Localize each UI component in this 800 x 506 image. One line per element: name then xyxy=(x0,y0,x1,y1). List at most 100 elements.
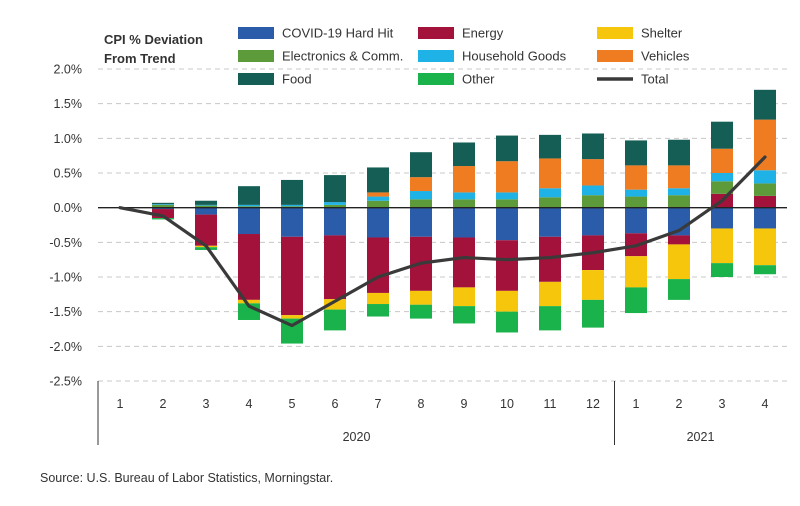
bar-segment xyxy=(453,207,475,238)
bar-segment xyxy=(711,173,733,182)
bar-segment xyxy=(582,299,604,328)
bar-segment xyxy=(410,304,432,319)
legend-label: Electronics & Comm. xyxy=(282,49,403,64)
bar-segment xyxy=(281,315,303,319)
bar-segment xyxy=(238,234,260,300)
bar-segment xyxy=(625,256,647,288)
bar-segment xyxy=(496,240,518,291)
bar-segment xyxy=(668,235,690,245)
bar-segment xyxy=(324,207,346,236)
bar-segment xyxy=(195,214,217,246)
bars xyxy=(152,89,776,344)
bar-segment xyxy=(281,236,303,316)
bar-segment xyxy=(582,270,604,300)
bar-segment xyxy=(152,209,174,219)
bar-segment xyxy=(367,167,389,193)
bar-segment xyxy=(195,205,217,208)
bar-segment xyxy=(754,195,776,208)
y-tick-label: -0.5% xyxy=(49,236,82,250)
bar-segment xyxy=(195,207,217,215)
bar-segment xyxy=(324,309,346,331)
bar-segment xyxy=(281,179,303,205)
bar-segment xyxy=(582,133,604,160)
bar-segment xyxy=(367,207,389,238)
bar-segment xyxy=(367,237,389,293)
bar-segment xyxy=(711,228,733,264)
x-tick-label: 9 xyxy=(461,397,468,411)
bar-segment xyxy=(625,189,647,197)
x-tick-label: 7 xyxy=(375,397,382,411)
bar-segment xyxy=(668,279,690,300)
bar-segment xyxy=(754,265,776,275)
bar-segment xyxy=(238,186,260,205)
bar-segment xyxy=(453,142,475,167)
y-axis-title-line2: From Trend xyxy=(104,51,176,66)
bar-segment xyxy=(668,244,690,280)
bar-segment xyxy=(281,207,303,237)
bar-segment xyxy=(195,204,217,206)
bar-segment xyxy=(625,196,647,208)
bar-segment xyxy=(324,202,346,205)
y-axis-title-line1: CPI % Deviation xyxy=(104,32,203,47)
legend-label: Shelter xyxy=(641,26,683,41)
bar-segment xyxy=(539,188,561,198)
bar-segment xyxy=(410,199,432,208)
year-label: 2020 xyxy=(343,430,371,444)
bar-segment xyxy=(195,200,217,205)
legend-swatch xyxy=(418,50,454,62)
year-label: 2021 xyxy=(687,430,715,444)
bar-segment xyxy=(367,304,389,317)
bar-segment xyxy=(711,207,733,229)
bar-segment xyxy=(539,134,561,159)
gridlines xyxy=(98,68,787,382)
bar-segment xyxy=(453,306,475,324)
x-tick-label: 2 xyxy=(676,397,683,411)
bar-segment xyxy=(754,119,776,171)
x-tick-label: 4 xyxy=(246,397,253,411)
legend-swatch xyxy=(597,27,633,39)
bar-segment xyxy=(754,89,776,120)
bar-segment xyxy=(152,204,174,208)
x-tick-label: 3 xyxy=(719,397,726,411)
bar-segment xyxy=(410,191,432,200)
x-tick-label: 1 xyxy=(633,397,640,411)
legend-label: Other xyxy=(462,72,495,87)
bar-segment xyxy=(324,175,346,203)
bar-segment xyxy=(410,207,432,237)
bar-segment xyxy=(496,135,518,162)
bar-segment xyxy=(410,152,432,178)
bar-segment xyxy=(582,159,604,186)
bar-segment xyxy=(410,177,432,192)
bar-segment xyxy=(625,140,647,166)
bar-segment xyxy=(582,195,604,208)
bar-segment xyxy=(668,195,690,208)
y-tick-label: 2.0% xyxy=(54,63,83,77)
bar-segment xyxy=(496,192,518,200)
bar-segment xyxy=(238,204,260,207)
x-tick-label: 12 xyxy=(586,397,600,411)
bar-segment xyxy=(668,188,690,196)
y-tick-label: -1.0% xyxy=(49,271,82,285)
y-tick-label: 0.5% xyxy=(54,167,83,181)
x-tick-label: 2 xyxy=(160,397,167,411)
y-tick-label: -2.5% xyxy=(49,375,82,389)
bar-segment xyxy=(195,247,217,250)
bar-segment xyxy=(539,236,561,282)
legend: COVID-19 Hard Hit Energy Shelter Electronic… xyxy=(238,26,690,87)
y-tick-label: 1.0% xyxy=(54,132,83,146)
bar-segment xyxy=(754,170,776,184)
bar-segment xyxy=(152,218,174,220)
legend-swatch xyxy=(418,27,454,39)
x-tick-label: 3 xyxy=(203,397,210,411)
bar-segment xyxy=(754,183,776,196)
bar-segment xyxy=(410,290,432,305)
legend-label: Total xyxy=(641,72,669,87)
bar-segment xyxy=(367,196,389,201)
legend-swatch xyxy=(238,27,274,39)
bar-segment xyxy=(152,202,174,205)
legend-label: Household Goods xyxy=(462,49,567,64)
bar-segment xyxy=(539,207,561,237)
source-note: Source: U.S. Bureau of Labor Statistics,… xyxy=(40,471,334,485)
